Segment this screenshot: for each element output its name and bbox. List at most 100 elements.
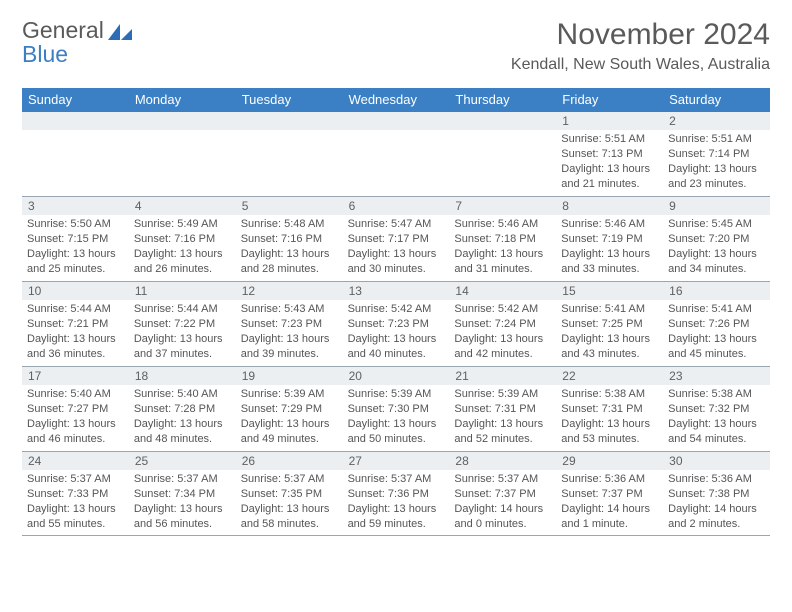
sunrise-text: Sunrise: 5:50 AM (27, 217, 124, 232)
day-number: 29 (556, 452, 663, 470)
sunrise-text: Sunrise: 5:44 AM (134, 302, 231, 317)
calendar: SundayMondayTuesdayWednesdayThursdayFrid… (22, 88, 770, 536)
weekday-header: SundayMondayTuesdayWednesdayThursdayFrid… (22, 88, 770, 112)
day-number: 20 (343, 367, 450, 385)
day-cell: Sunrise: 5:36 AMSunset: 7:38 PMDaylight:… (663, 470, 770, 535)
daylight-text: Daylight: 13 hours and 55 minutes. (27, 502, 124, 532)
sunset-text: Sunset: 7:29 PM (241, 402, 338, 417)
day-detail-row: Sunrise: 5:40 AMSunset: 7:27 PMDaylight:… (22, 385, 770, 451)
day-number: 4 (129, 197, 236, 215)
daylight-text: Daylight: 13 hours and 50 minutes. (348, 417, 445, 447)
day-cell: Sunrise: 5:43 AMSunset: 7:23 PMDaylight:… (236, 300, 343, 366)
daylight-text: Daylight: 13 hours and 21 minutes. (561, 162, 658, 192)
page-title: November 2024 (511, 18, 770, 52)
sunset-text: Sunset: 7:13 PM (561, 147, 658, 162)
daylight-text: Daylight: 13 hours and 45 minutes. (668, 332, 765, 362)
sunrise-text: Sunrise: 5:42 AM (454, 302, 551, 317)
day-cell: Sunrise: 5:51 AMSunset: 7:14 PMDaylight:… (663, 130, 770, 196)
sunset-text: Sunset: 7:16 PM (241, 232, 338, 247)
sunset-text: Sunset: 7:17 PM (348, 232, 445, 247)
day-cell: Sunrise: 5:40 AMSunset: 7:27 PMDaylight:… (22, 385, 129, 451)
day-number: 11 (129, 282, 236, 300)
sunset-text: Sunset: 7:16 PM (134, 232, 231, 247)
day-number: 1 (556, 112, 663, 130)
sunset-text: Sunset: 7:20 PM (668, 232, 765, 247)
day-number (343, 112, 450, 130)
sunrise-text: Sunrise: 5:51 AM (668, 132, 765, 147)
sunset-text: Sunset: 7:28 PM (134, 402, 231, 417)
day-cell: Sunrise: 5:42 AMSunset: 7:23 PMDaylight:… (343, 300, 450, 366)
daylight-text: Daylight: 13 hours and 43 minutes. (561, 332, 658, 362)
daylight-text: Daylight: 14 hours and 1 minute. (561, 502, 658, 532)
daylight-text: Daylight: 13 hours and 30 minutes. (348, 247, 445, 277)
weekday-label: Wednesday (343, 88, 450, 112)
sunrise-text: Sunrise: 5:43 AM (241, 302, 338, 317)
daylight-text: Daylight: 13 hours and 54 minutes. (668, 417, 765, 447)
sunrise-text: Sunrise: 5:41 AM (561, 302, 658, 317)
sunrise-text: Sunrise: 5:40 AM (27, 387, 124, 402)
daylight-text: Daylight: 14 hours and 0 minutes. (454, 502, 551, 532)
day-cell: Sunrise: 5:51 AMSunset: 7:13 PMDaylight:… (556, 130, 663, 196)
day-cell: Sunrise: 5:49 AMSunset: 7:16 PMDaylight:… (129, 215, 236, 281)
logo-line2: Blue (22, 42, 104, 66)
weekday-label: Saturday (663, 88, 770, 112)
day-number: 10 (22, 282, 129, 300)
sunrise-text: Sunrise: 5:37 AM (27, 472, 124, 487)
day-cell: Sunrise: 5:39 AMSunset: 7:31 PMDaylight:… (449, 385, 556, 451)
day-number: 5 (236, 197, 343, 215)
day-number: 19 (236, 367, 343, 385)
sunrise-text: Sunrise: 5:36 AM (561, 472, 658, 487)
sunrise-text: Sunrise: 5:39 AM (241, 387, 338, 402)
daylight-text: Daylight: 13 hours and 40 minutes. (348, 332, 445, 362)
day-cell: Sunrise: 5:37 AMSunset: 7:36 PMDaylight:… (343, 470, 450, 535)
day-detail-row: Sunrise: 5:37 AMSunset: 7:33 PMDaylight:… (22, 470, 770, 536)
day-cell: Sunrise: 5:40 AMSunset: 7:28 PMDaylight:… (129, 385, 236, 451)
daylight-text: Daylight: 13 hours and 23 minutes. (668, 162, 765, 192)
weekday-label: Sunday (22, 88, 129, 112)
sunrise-text: Sunrise: 5:36 AM (668, 472, 765, 487)
day-number-row: 24252627282930 (22, 451, 770, 470)
daylight-text: Daylight: 13 hours and 37 minutes. (134, 332, 231, 362)
sunrise-text: Sunrise: 5:46 AM (454, 217, 551, 232)
day-cell: Sunrise: 5:38 AMSunset: 7:31 PMDaylight:… (556, 385, 663, 451)
logo-line1: General (22, 18, 104, 42)
sunset-text: Sunset: 7:36 PM (348, 487, 445, 502)
day-detail-row: Sunrise: 5:44 AMSunset: 7:21 PMDaylight:… (22, 300, 770, 366)
day-cell: Sunrise: 5:50 AMSunset: 7:15 PMDaylight:… (22, 215, 129, 281)
day-cell: Sunrise: 5:41 AMSunset: 7:26 PMDaylight:… (663, 300, 770, 366)
day-number (22, 112, 129, 130)
sunrise-text: Sunrise: 5:39 AM (454, 387, 551, 402)
sunset-text: Sunset: 7:33 PM (27, 487, 124, 502)
day-number: 28 (449, 452, 556, 470)
day-cell: Sunrise: 5:38 AMSunset: 7:32 PMDaylight:… (663, 385, 770, 451)
day-cell: Sunrise: 5:37 AMSunset: 7:37 PMDaylight:… (449, 470, 556, 535)
day-cell: Sunrise: 5:46 AMSunset: 7:19 PMDaylight:… (556, 215, 663, 281)
sunset-text: Sunset: 7:37 PM (561, 487, 658, 502)
sunset-text: Sunset: 7:30 PM (348, 402, 445, 417)
day-number: 9 (663, 197, 770, 215)
daylight-text: Daylight: 13 hours and 48 minutes. (134, 417, 231, 447)
sunset-text: Sunset: 7:14 PM (668, 147, 765, 162)
sunrise-text: Sunrise: 5:37 AM (454, 472, 551, 487)
day-number (449, 112, 556, 130)
sunrise-text: Sunrise: 5:44 AM (27, 302, 124, 317)
sunset-text: Sunset: 7:38 PM (668, 487, 765, 502)
day-number: 22 (556, 367, 663, 385)
day-cell: Sunrise: 5:46 AMSunset: 7:18 PMDaylight:… (449, 215, 556, 281)
day-number (236, 112, 343, 130)
day-cell (236, 130, 343, 196)
daylight-text: Daylight: 13 hours and 53 minutes. (561, 417, 658, 447)
day-number: 17 (22, 367, 129, 385)
sunset-text: Sunset: 7:18 PM (454, 232, 551, 247)
sunset-text: Sunset: 7:23 PM (348, 317, 445, 332)
daylight-text: Daylight: 14 hours and 2 minutes. (668, 502, 765, 532)
sunrise-text: Sunrise: 5:48 AM (241, 217, 338, 232)
daylight-text: Daylight: 13 hours and 59 minutes. (348, 502, 445, 532)
daylight-text: Daylight: 13 hours and 36 minutes. (27, 332, 124, 362)
sunrise-text: Sunrise: 5:37 AM (241, 472, 338, 487)
day-cell: Sunrise: 5:44 AMSunset: 7:22 PMDaylight:… (129, 300, 236, 366)
sunset-text: Sunset: 7:37 PM (454, 487, 551, 502)
day-number: 21 (449, 367, 556, 385)
day-cell: Sunrise: 5:45 AMSunset: 7:20 PMDaylight:… (663, 215, 770, 281)
sunrise-text: Sunrise: 5:40 AM (134, 387, 231, 402)
